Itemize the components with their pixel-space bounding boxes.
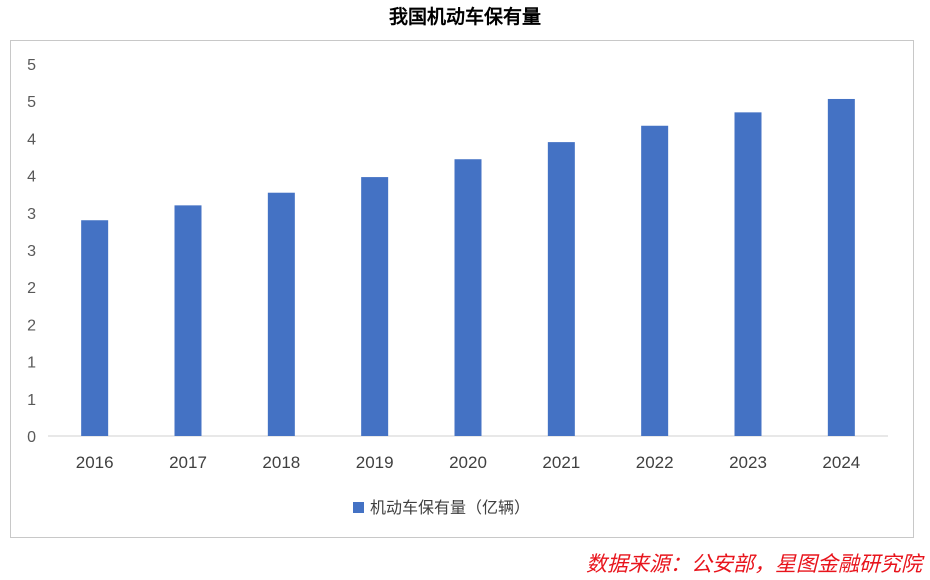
- data-source-note: 数据来源：公安部，星图金融研究院: [586, 552, 922, 576]
- y-tick-label: 1: [27, 355, 36, 372]
- x-tick-label: 2020: [449, 453, 487, 472]
- y-tick-label: 4: [27, 131, 36, 148]
- y-tick-label: 5: [27, 94, 36, 111]
- bar-2024: [827, 98, 855, 436]
- y-tick-label: 2: [27, 280, 36, 297]
- x-tick-label: 2023: [729, 453, 767, 472]
- y-tick-label: 2: [27, 317, 36, 334]
- x-tick-label: 2019: [356, 453, 394, 472]
- y-tick-label: 3: [27, 243, 36, 260]
- y-tick-label: 3: [27, 206, 36, 223]
- x-tick-label: 2021: [542, 453, 580, 472]
- x-tick-label: 2024: [822, 453, 860, 472]
- y-tick-label: 1: [27, 392, 36, 409]
- bar-2017: [174, 205, 202, 436]
- bar-2023: [734, 112, 762, 437]
- x-tick-label: 2022: [636, 453, 674, 472]
- legend-swatch: [353, 502, 364, 513]
- legend-label: 机动车保有量（亿辆）: [370, 498, 530, 517]
- y-tick-label: 0: [27, 429, 36, 446]
- y-tick-label: 4: [27, 169, 36, 186]
- x-tick-label: 2018: [262, 453, 300, 472]
- bar-2021: [547, 142, 575, 436]
- x-tick-label: 2017: [169, 453, 207, 472]
- bar-2022: [641, 125, 669, 436]
- x-tick-label: 2016: [76, 453, 114, 472]
- bar-2020: [454, 159, 482, 436]
- bar-2016: [81, 220, 109, 436]
- y-tick-label: 5: [27, 57, 36, 74]
- chart-title: 我国机动车保有量: [388, 6, 541, 28]
- bar-2018: [267, 192, 295, 436]
- bar-2019: [361, 177, 389, 436]
